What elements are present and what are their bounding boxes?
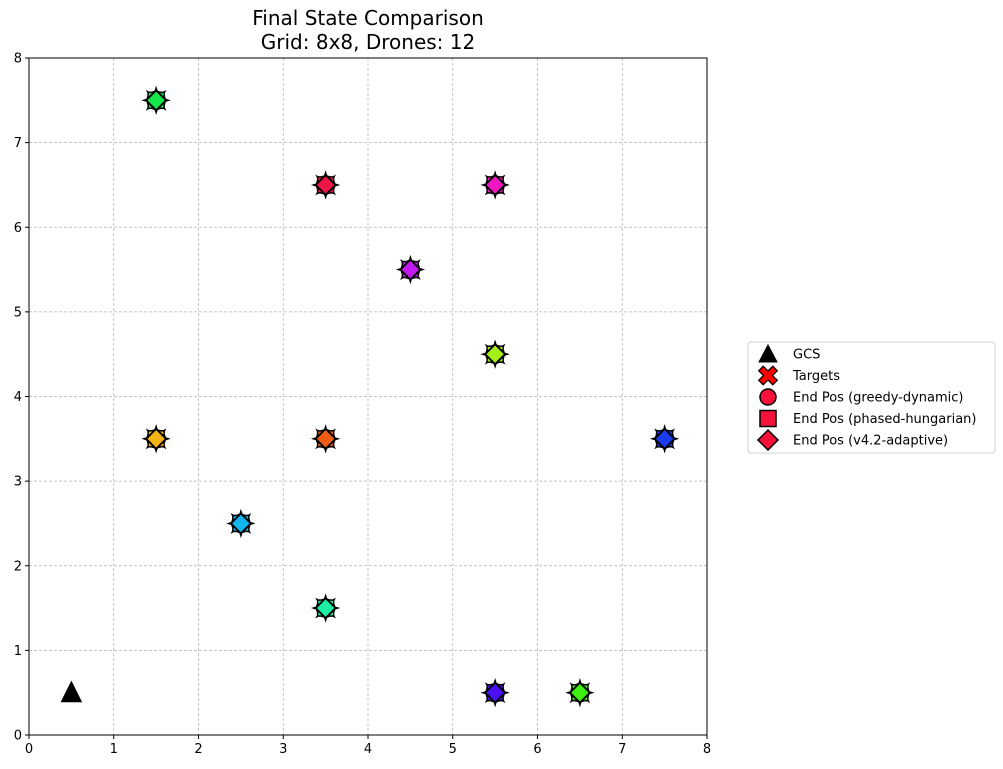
legend-diamond-icon (756, 428, 780, 452)
end-pos-v42-adaptive-marker (653, 427, 676, 451)
end-pos-v42-adaptive-marker (314, 173, 337, 197)
x-tick-label: 7 (618, 742, 626, 757)
x-tick-label: 1 (110, 742, 118, 757)
drone-end-point (226, 508, 256, 539)
x-tick-label: 5 (449, 742, 457, 757)
y-tick-label: 0 (14, 729, 22, 744)
gcs-triangle-marker (60, 680, 83, 703)
y-tick-label: 6 (14, 221, 22, 236)
legend-label: End Pos (v4.2-adaptive) (793, 434, 948, 449)
drone-end-point (395, 254, 426, 285)
end-pos-v42-adaptive-marker (568, 681, 592, 704)
y-tick-label: 5 (14, 305, 22, 320)
end-pos-v42-adaptive-marker (229, 512, 253, 535)
y-tick-label: 4 (14, 390, 22, 405)
end-pos-v42-adaptive-marker (399, 258, 422, 281)
end-pos-v42-adaptive-marker (144, 427, 168, 451)
legend-entry: GCS (758, 343, 820, 363)
end-pos-v42-adaptive-marker (314, 596, 337, 620)
y-tick-label: 7 (14, 136, 22, 151)
legend-label: End Pos (greedy-dynamic) (793, 391, 964, 406)
end-pos-v42-adaptive-marker (314, 427, 337, 451)
drone-end-point (480, 677, 510, 708)
chart-title: Final State Comparison (252, 6, 484, 30)
legend-entry: End Pos (phased-hungarian) (759, 409, 977, 428)
drone-end-point (310, 170, 341, 200)
x-tick-label: 0 (25, 742, 33, 757)
data-points (141, 85, 680, 708)
x-tick-label: 3 (279, 742, 287, 757)
end-pos-v42-adaptive-marker (483, 173, 507, 197)
legend-entry: End Pos (v4.2-adaptive) (756, 428, 948, 452)
drone-end-point (310, 593, 341, 623)
legend-gcs-icon (758, 343, 778, 363)
legend-label: GCS (793, 348, 820, 363)
drone-end-point (565, 677, 595, 708)
legend: GCS Targets End Pos (greedy-dynamic) End Po… (747, 341, 996, 454)
end-pos-v42-adaptive-marker (483, 342, 507, 366)
grid-lines (29, 58, 707, 735)
legend-entry: End Pos (greedy-dynamic) (759, 388, 964, 406)
legend-targets-icon (757, 365, 779, 386)
drone-end-point (480, 339, 510, 369)
drone-end-point (649, 424, 680, 454)
y-tick-label: 3 (14, 475, 22, 490)
legend-circle-icon (759, 388, 777, 406)
y-tick-label: 1 (14, 644, 22, 659)
x-tick-label: 8 (703, 742, 711, 757)
y-tick-label: 8 (14, 52, 22, 67)
chart-subtitle: Grid: 8x8, Drones: 12 (261, 30, 475, 54)
legend-label: Targets (792, 369, 840, 384)
y-tick-label: 2 (14, 559, 22, 574)
end-pos-v42-adaptive-marker (144, 89, 168, 112)
drone-end-point (141, 424, 171, 454)
legend-label: End Pos (phased-hungarian) (793, 412, 977, 427)
gcs-marker-group (60, 680, 83, 703)
x-tick-label: 6 (533, 742, 541, 757)
drone-end-point (141, 85, 171, 116)
legend-entry: Targets (757, 365, 840, 386)
x-tick-label: 2 (194, 742, 202, 757)
x-tick-label: 4 (364, 742, 372, 757)
legend-square-icon (759, 409, 777, 428)
drone-end-point (310, 424, 341, 454)
drone-end-point (480, 170, 510, 200)
legend-box (747, 341, 996, 454)
axis-ticks: 0 1 2 3 4 5 6 7 8 0 1 2 3 4 5 6 7 8 (14, 52, 711, 758)
end-pos-v42-adaptive-marker (483, 681, 507, 704)
